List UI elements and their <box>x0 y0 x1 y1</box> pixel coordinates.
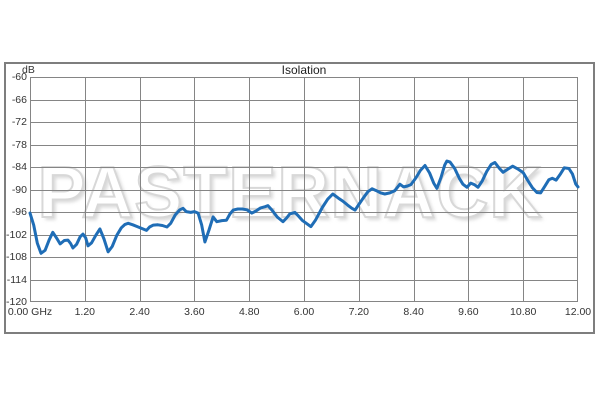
y-tick-label: -114 <box>6 273 27 286</box>
y-tick-label: -66 <box>11 93 27 106</box>
y-tick-label: -72 <box>11 116 27 128</box>
y-tick-label: -120 <box>5 296 27 308</box>
y-axis-unit-label: dB <box>22 64 35 76</box>
x-tick-label: 7.20 <box>348 306 370 318</box>
plot-area <box>28 77 580 302</box>
x-tick-label: 9.60 <box>458 306 479 318</box>
watermark: PASTERNACK <box>37 153 543 233</box>
x-tick-label: 6.00 <box>293 306 315 318</box>
y-tick-label: -96 <box>11 206 27 218</box>
x-tick-label: 12.00 <box>564 306 592 318</box>
y-tick-label: -108 <box>5 251 27 263</box>
plot-border <box>30 77 578 302</box>
y-tick-label: -90 <box>11 183 27 196</box>
x-tick-label: 8.40 <box>403 306 424 318</box>
x-tick-label: 3.60 <box>184 306 205 318</box>
x-tick-label: 4.80 <box>238 306 260 318</box>
y-tick-label: -84 <box>11 161 27 173</box>
chart-frame <box>4 62 595 334</box>
x-tick-label: 10.80 <box>510 306 537 318</box>
y-tick-label: -102 <box>5 228 27 241</box>
x-tick-label: 1.20 <box>74 306 96 318</box>
y-tick-label: -60 <box>11 71 27 83</box>
isolation-trace <box>28 159 580 255</box>
x-tick-label: 0.00 GHz <box>7 306 53 318</box>
y-tick-label: -78 <box>11 138 27 151</box>
chart-title: Isolation <box>281 63 327 77</box>
x-tick-label: 2.40 <box>129 306 150 318</box>
